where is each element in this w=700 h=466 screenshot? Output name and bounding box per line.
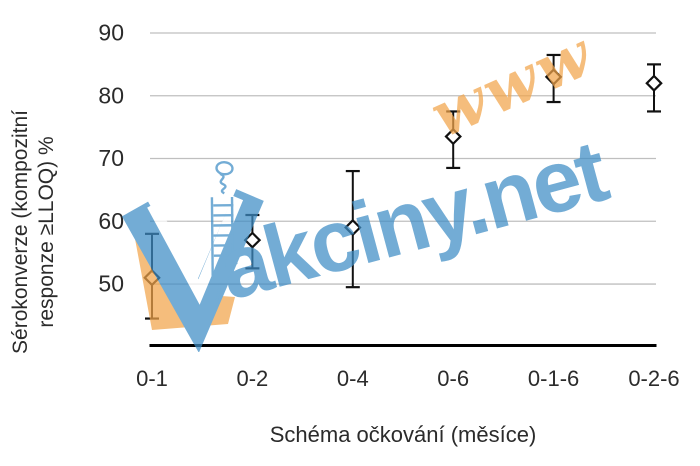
data-point-marker-0-2-6 <box>645 74 663 92</box>
x-tick-label-0-1-6: 0-1-6 <box>528 366 579 391</box>
data-point-marker-0-1-6 <box>544 68 563 86</box>
y-axis-title-line2: responze ≥LLOQ) % <box>35 136 58 328</box>
y-tick-label-90: 90 <box>98 20 124 46</box>
x-tick-label-0-4: 0-4 <box>337 366 369 391</box>
y-tick-label-80: 80 <box>98 82 124 108</box>
x-tick-label-0-2: 0-2 <box>237 366 269 391</box>
y-tick-label-60: 60 <box>98 208 124 234</box>
data-point-marker-0-4 <box>344 218 362 237</box>
y-tick-label-50: 50 <box>98 271 124 297</box>
data-point-marker-0-1 <box>143 269 161 287</box>
y-axis-title: Sérokonverze (kompozitní responze ≥LLOQ)… <box>8 52 60 412</box>
y-axis-title-line1: Sérokonverze (kompozitní <box>9 110 32 354</box>
x-tick-label-0-6: 0-6 <box>437 366 469 391</box>
data-point-marker-0-6 <box>444 127 462 146</box>
data-point-marker-0-2 <box>243 231 262 249</box>
y-tick-label-70: 70 <box>98 145 124 171</box>
x-tick-label-0-2-6: 0-2-6 <box>628 366 679 391</box>
x-axis-title: Schéma očkování (měsíce) <box>269 422 537 447</box>
x-tick-label-0-1: 0-1 <box>136 366 168 391</box>
